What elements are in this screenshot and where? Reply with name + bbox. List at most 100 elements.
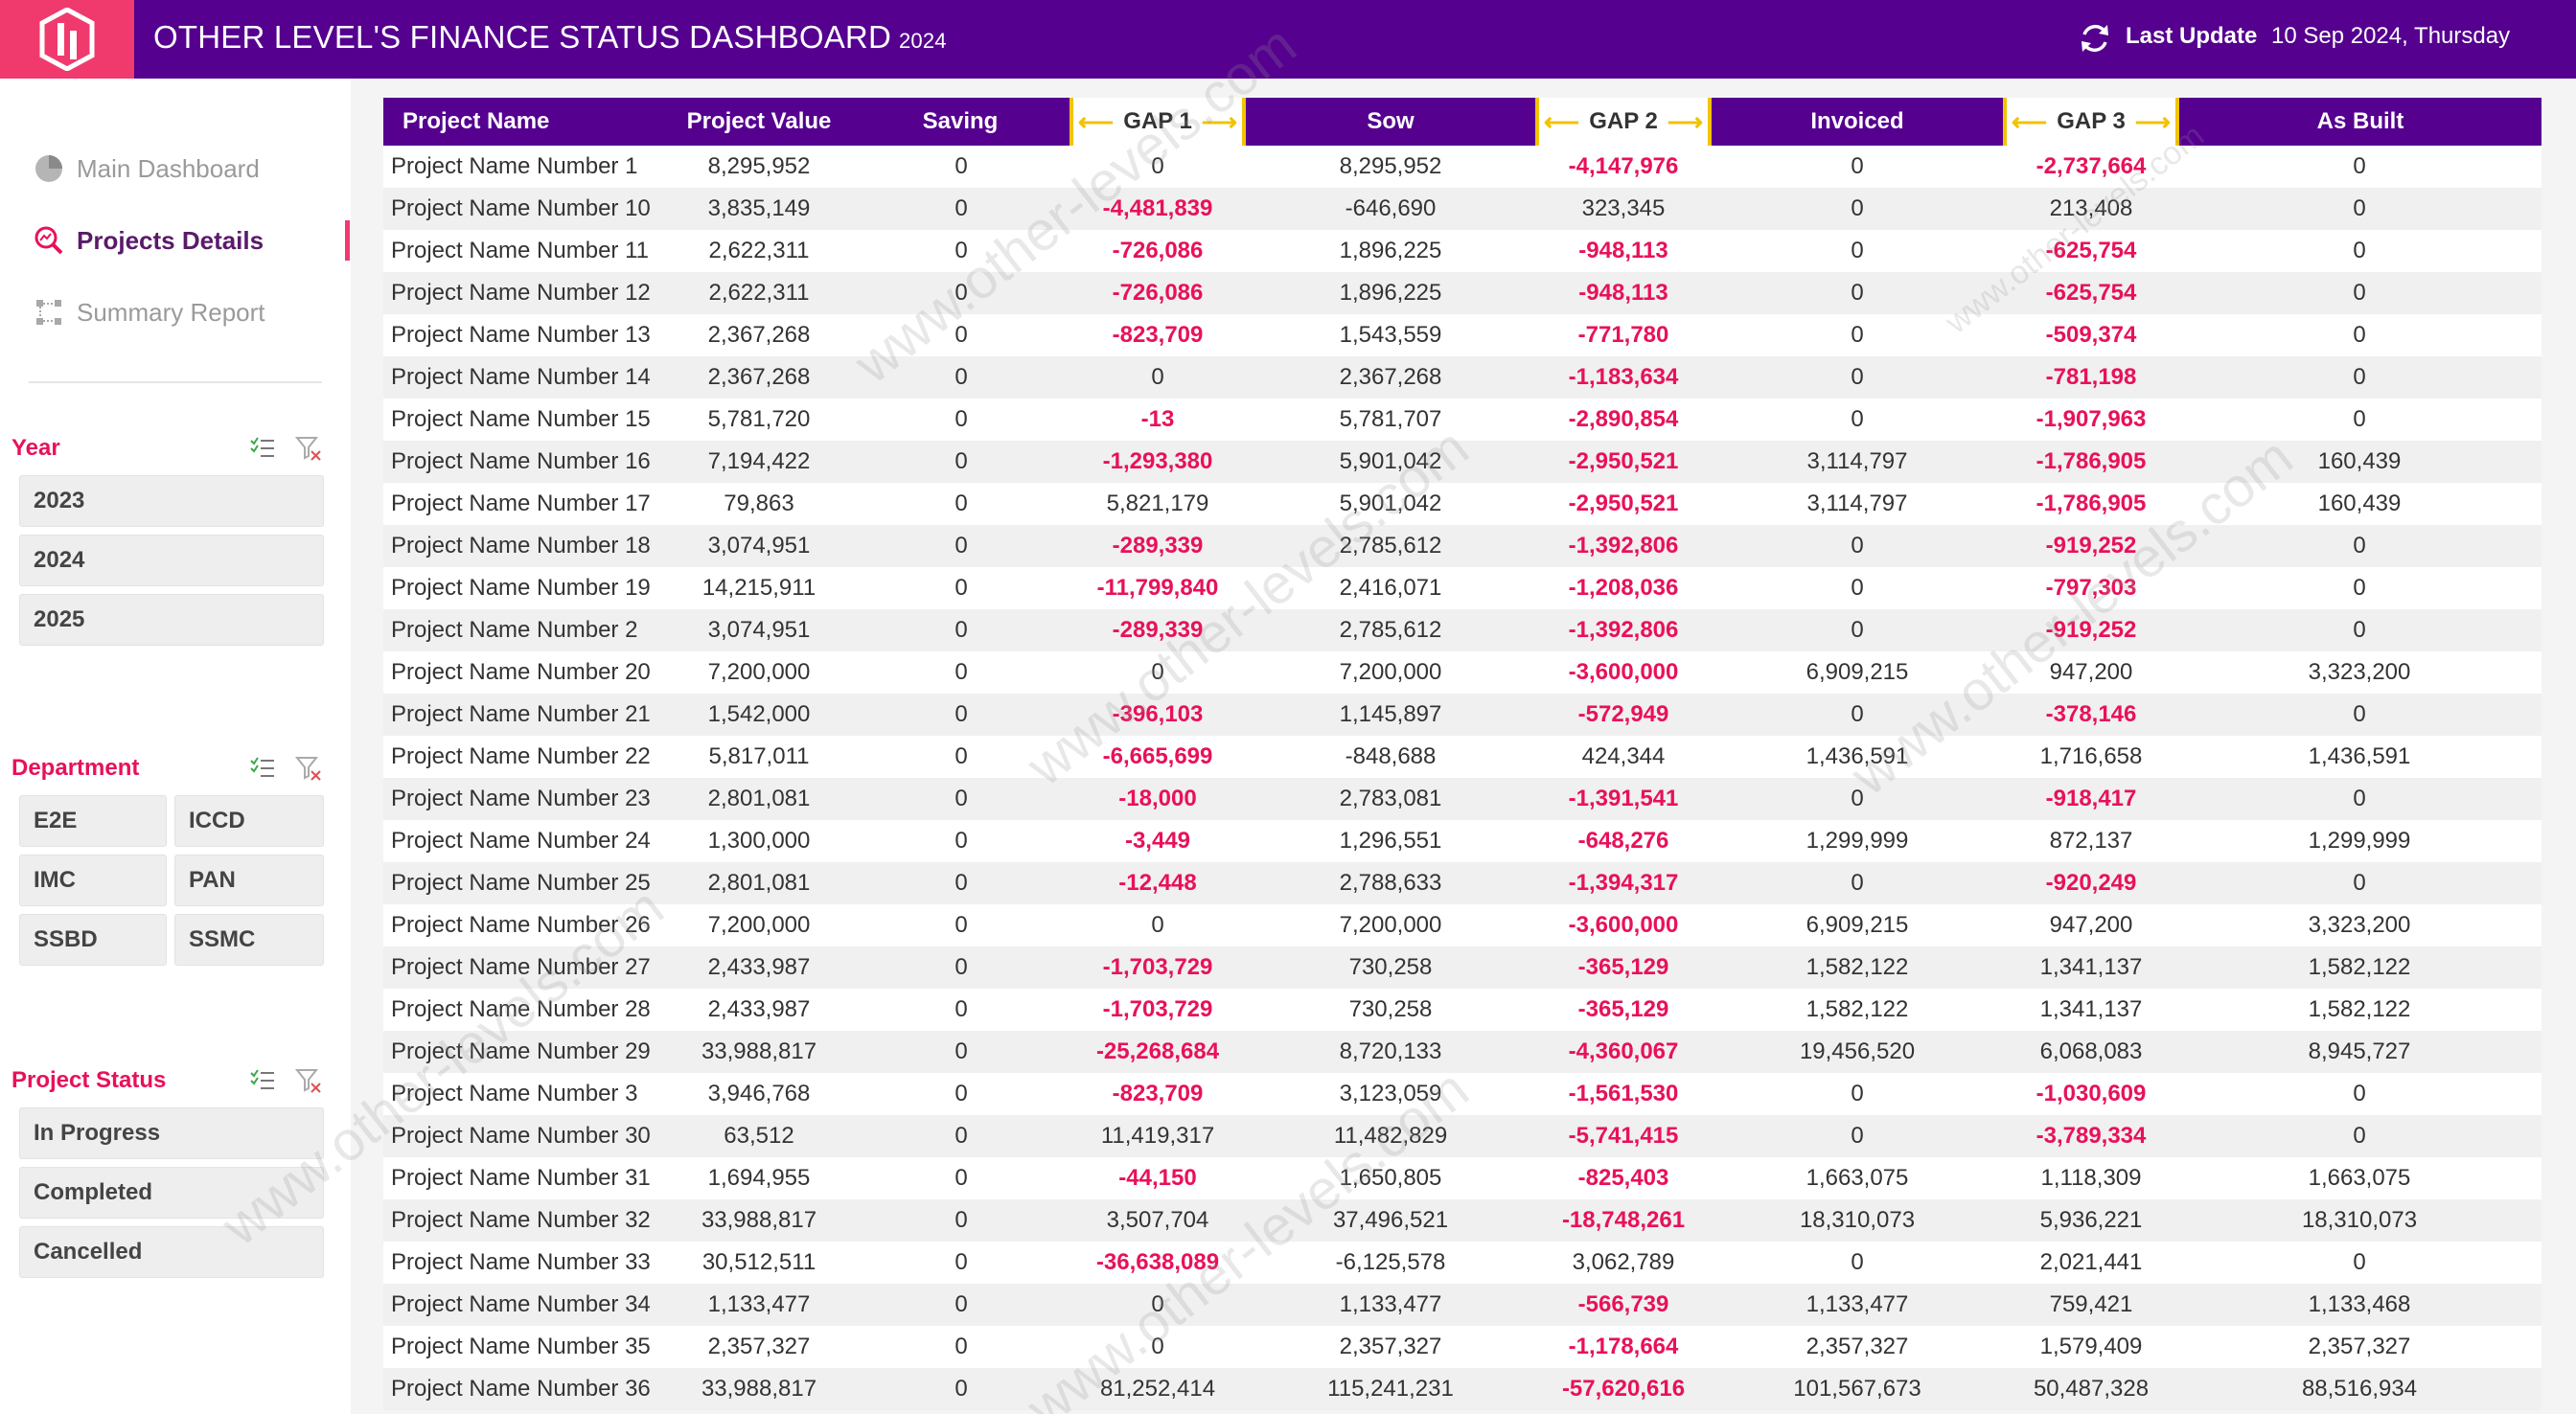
table-row[interactable]: Project Name Number 19 14,215,911 0 -11,799… (383, 567, 2542, 609)
cell-project-value: 3,074,951 (667, 609, 851, 651)
cell-project-name: Project Name Number 27 (383, 946, 667, 989)
cell-as-built: 2,357,327 (2177, 1326, 2542, 1368)
cell-sow: -848,688 (1244, 736, 1537, 778)
dept-option-imc[interactable]: IMC (19, 855, 167, 906)
col-as-built[interactable]: As Built (2177, 98, 2542, 146)
cell-invoiced: 0 (1710, 1242, 2005, 1284)
col-project-value[interactable]: Project Value (667, 98, 851, 146)
status-filter-tools (249, 1067, 322, 1094)
cell-saving: 0 (851, 1242, 1071, 1284)
cell-gap-2: -365,129 (1537, 946, 1710, 989)
table-row[interactable]: Project Name Number 25 2,801,081 0 -12,448 2… (383, 862, 2542, 904)
cell-gap-3: 1,716,658 (2005, 736, 2177, 778)
cell-sow: 115,241,231 (1244, 1368, 1537, 1410)
col-project-name[interactable]: Project Name (383, 98, 667, 146)
table-row[interactable]: Project Name Number 24 1,300,000 0 -3,449 1,… (383, 820, 2542, 862)
cell-sow: 1,896,225 (1244, 230, 1537, 272)
nav-projects-details[interactable]: Projects Details (33, 219, 264, 262)
clear-filter-icon[interactable] (295, 1067, 322, 1094)
nav-label: Summary Report (77, 297, 265, 327)
table-row[interactable]: Project Name Number 34 1,133,477 0 0 1,133,4… (383, 1284, 2542, 1326)
cell-invoiced: 1,436,591 (1710, 736, 2005, 778)
dept-option-ssbd[interactable]: SSBD (19, 914, 167, 966)
cell-project-name: Project Name Number 22 (383, 736, 667, 778)
table-row[interactable]: Project Name Number 29 33,988,817 0 -25,268… (383, 1031, 2542, 1073)
table-row[interactable]: Project Name Number 12 2,622,311 0 -726,086… (383, 272, 2542, 314)
dept-option-ssmc[interactable]: SSMC (174, 914, 324, 966)
dept-option-e2e[interactable]: E2E (19, 795, 167, 847)
cell-sow: 2,357,327 (1244, 1326, 1537, 1368)
cell-gap-3: -919,252 (2005, 525, 2177, 567)
cell-as-built: 18,310,073 (2177, 1199, 2542, 1242)
dept-option-pan[interactable]: PAN (174, 855, 324, 906)
nav-summary-report[interactable]: Summary Report (33, 291, 265, 333)
cell-saving: 0 (851, 1368, 1071, 1410)
table-row[interactable]: Project Name Number 17 79,863 0 5,821,179 5,… (383, 483, 2542, 525)
table-row[interactable]: Project Name Number 15 5,781,720 0 -13 5,781… (383, 399, 2542, 441)
cell-project-value: 7,200,000 (667, 904, 851, 946)
table-row[interactable]: Project Name Number 20 7,200,000 0 0 7,200,0… (383, 651, 2542, 694)
table-row[interactable]: Project Name Number 31 1,694,955 0 -44,150 1… (383, 1157, 2542, 1199)
cell-project-value: 1,694,955 (667, 1157, 851, 1199)
status-option-in-progress[interactable]: In Progress (19, 1107, 324, 1159)
table-row[interactable]: Project Name Number 33 30,512,511 0 -36,638… (383, 1242, 2542, 1284)
year-option-2025[interactable]: 2025 (19, 594, 324, 646)
table-row[interactable]: Project Name Number 36 33,988,817 0 81,252,… (383, 1368, 2542, 1410)
multi-select-icon[interactable] (249, 755, 276, 782)
nav-main-dashboard[interactable]: Main Dashboard (33, 148, 260, 190)
table-row[interactable]: Project Name Number 11 2,622,311 0 -726,086… (383, 230, 2542, 272)
table-row[interactable]: Project Name Number 18 3,074,951 0 -289,339… (383, 525, 2542, 567)
table-row[interactable]: Project Name Number 13 2,367,268 0 -823,709… (383, 314, 2542, 356)
col-invoiced[interactable]: Invoiced (1710, 98, 2005, 146)
cell-gap-1: 0 (1071, 146, 1244, 188)
table-row[interactable]: Project Name Number 35 2,357,327 0 0 2,357,3… (383, 1326, 2542, 1368)
table-row[interactable]: Project Name Number 22 5,817,011 0 -6,665,6… (383, 736, 2542, 778)
table-row[interactable]: Project Name Number 2 3,074,951 0 -289,339 2… (383, 609, 2542, 651)
cell-gap-1: -11,799,840 (1071, 567, 1244, 609)
col-saving[interactable]: Saving (851, 98, 1071, 146)
cell-gap-1: -1,703,729 (1071, 989, 1244, 1031)
cell-as-built: 0 (2177, 272, 2542, 314)
table-row[interactable]: Project Name Number 28 2,433,987 0 -1,703,7… (383, 989, 2542, 1031)
table-row[interactable]: Project Name Number 16 7,194,422 0 -1,293,3… (383, 441, 2542, 483)
multi-select-icon[interactable] (249, 435, 276, 462)
clear-filter-icon[interactable] (295, 755, 322, 782)
cell-as-built: 0 (2177, 1115, 2542, 1157)
col-sow[interactable]: Sow (1244, 98, 1537, 146)
table-row[interactable]: Project Name Number 26 7,200,000 0 0 7,200,0… (383, 904, 2542, 946)
dept-option-iccd[interactable]: ICCD (174, 795, 324, 847)
cell-project-name: Project Name Number 16 (383, 441, 667, 483)
cell-gap-2: -365,129 (1537, 989, 1710, 1031)
multi-select-icon[interactable] (249, 1067, 276, 1094)
cell-project-value: 2,622,311 (667, 272, 851, 314)
cell-gap-2: -1,392,806 (1537, 525, 1710, 567)
table-row[interactable]: Project Name Number 1 8,295,952 0 0 8,295,95… (383, 146, 2542, 188)
year-filter-title: Year (12, 435, 60, 461)
cell-gap-1: 0 (1071, 904, 1244, 946)
table-row[interactable]: Project Name Number 23 2,801,081 0 -18,000 2… (383, 778, 2542, 820)
table-row[interactable]: Project Name Number 14 2,367,268 0 0 2,367,2… (383, 356, 2542, 399)
year-option-2024[interactable]: 2024 (19, 535, 324, 586)
cell-sow: 8,295,952 (1244, 146, 1537, 188)
status-option-completed[interactable]: Completed (19, 1167, 324, 1219)
cell-project-value: 63,512 (667, 1115, 851, 1157)
col-gap-1[interactable]: ⟵ GAP 1 ⟶ (1070, 98, 1246, 146)
cell-project-value: 2,801,081 (667, 778, 851, 820)
clear-filter-icon[interactable] (295, 435, 322, 462)
cell-saving: 0 (851, 483, 1071, 525)
table-row[interactable]: Project Name Number 21 1,542,000 0 -396,103… (383, 694, 2542, 736)
status-option-cancelled[interactable]: Cancelled (19, 1226, 324, 1278)
col-gap-2[interactable]: ⟵ GAP 2 ⟶ (1535, 98, 1712, 146)
cell-project-name: Project Name Number 28 (383, 989, 667, 1031)
table-row[interactable]: Project Name Number 32 33,988,817 0 3,507,7… (383, 1199, 2542, 1242)
cell-gap-3: -625,754 (2005, 272, 2177, 314)
projects-table: Project Name Project Value Saving ⟵ GAP 1… (383, 98, 2542, 1410)
table-row[interactable]: Project Name Number 30 63,512 0 11,419,317 1… (383, 1115, 2542, 1157)
year-option-2023[interactable]: 2023 (19, 475, 324, 527)
refresh-icon[interactable] (2076, 19, 2114, 57)
cell-project-name: Project Name Number 31 (383, 1157, 667, 1199)
table-row[interactable]: Project Name Number 10 3,835,149 0 -4,481,8… (383, 188, 2542, 230)
col-gap-3[interactable]: ⟵ GAP 3 ⟶ (2003, 98, 2179, 146)
table-row[interactable]: Project Name Number 3 3,946,768 0 -823,709 3… (383, 1073, 2542, 1115)
table-row[interactable]: Project Name Number 27 2,433,987 0 -1,703,7… (383, 946, 2542, 989)
